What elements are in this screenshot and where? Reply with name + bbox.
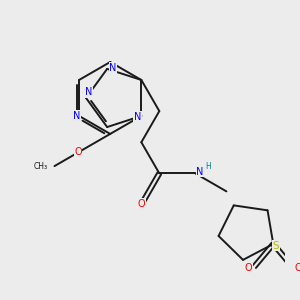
Text: CH₃: CH₃ bbox=[34, 162, 48, 171]
Text: O: O bbox=[74, 147, 82, 157]
Text: N: N bbox=[134, 112, 141, 122]
Text: N: N bbox=[74, 111, 81, 121]
Text: N: N bbox=[85, 87, 92, 97]
Text: O: O bbox=[294, 262, 300, 272]
Text: O: O bbox=[137, 199, 145, 209]
Text: S: S bbox=[273, 241, 279, 251]
Text: O: O bbox=[245, 262, 253, 272]
Text: N: N bbox=[196, 167, 204, 176]
Text: H: H bbox=[206, 162, 211, 171]
Text: N: N bbox=[109, 63, 116, 73]
